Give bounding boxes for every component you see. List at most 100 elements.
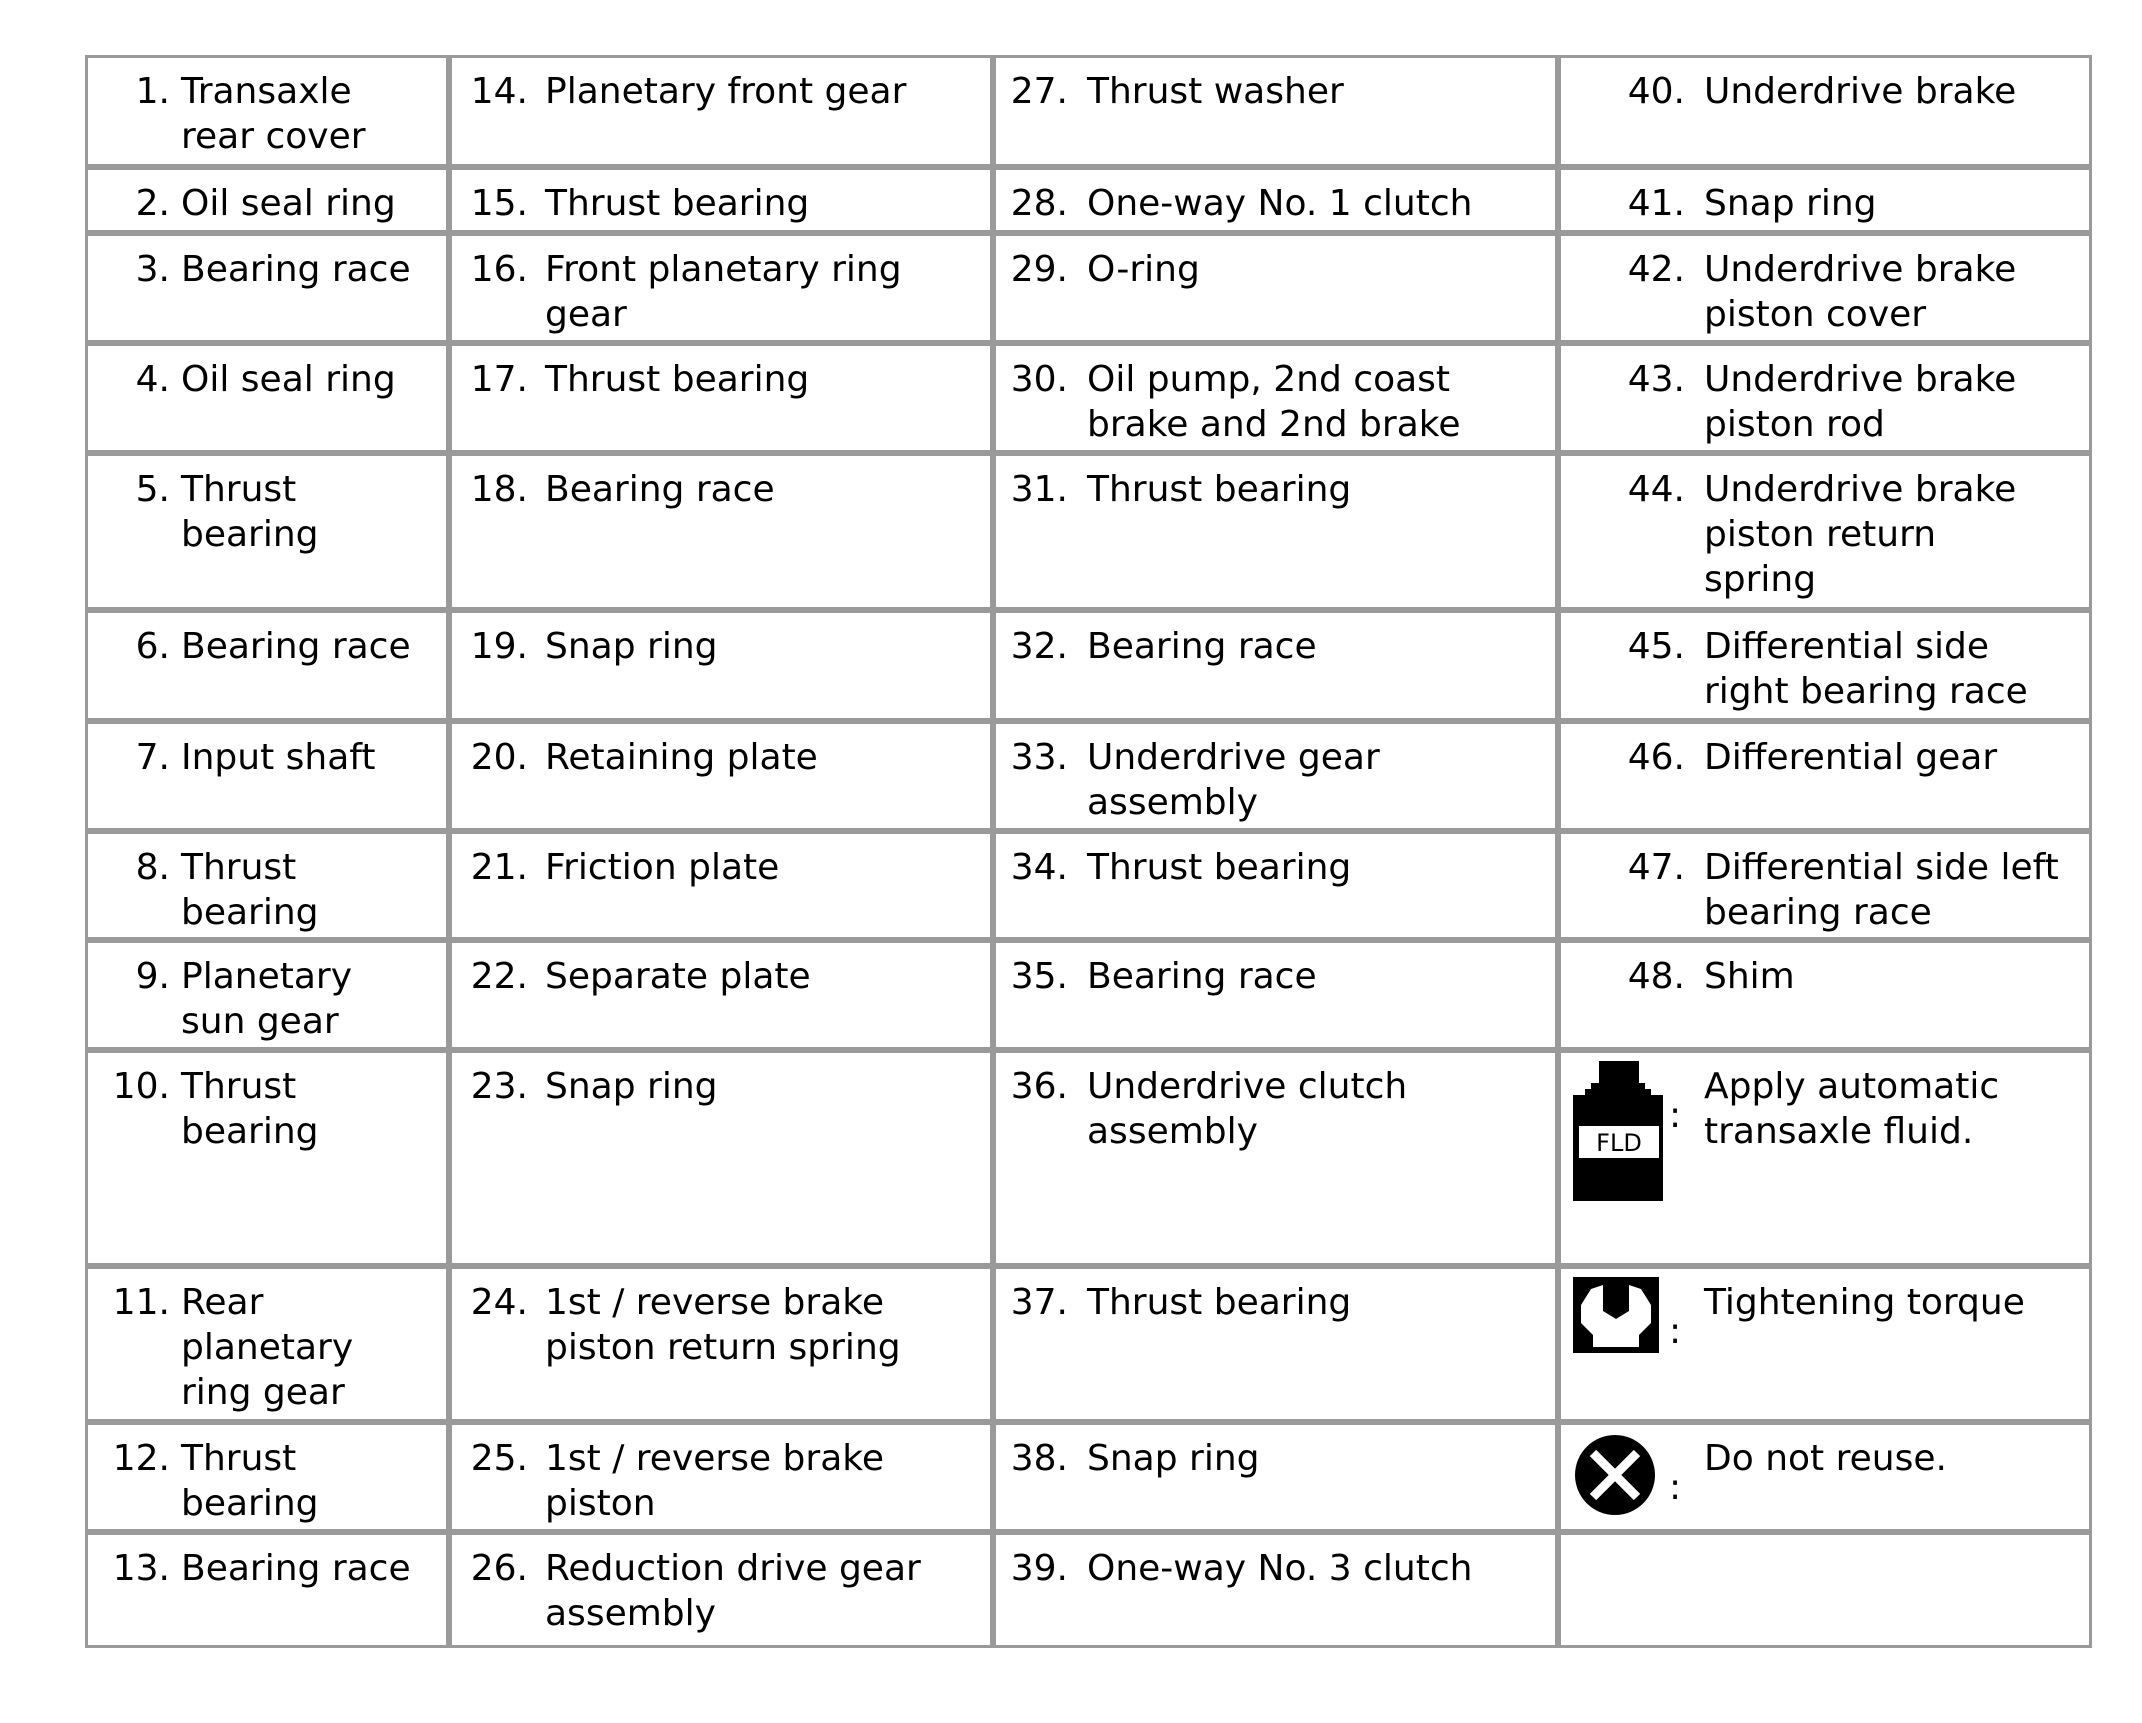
part-number: 33. bbox=[1010, 737, 1068, 778]
part-cell: 46. Differential gear bbox=[1561, 724, 2089, 828]
wrench-icon bbox=[1573, 1277, 1659, 1364]
part-number: 10. bbox=[112, 1066, 170, 1107]
part-name: Thrust bearing bbox=[545, 183, 810, 224]
part-cell: 19. Snap ring bbox=[452, 613, 990, 718]
part-cell: 9. Planetary sun gear bbox=[88, 943, 446, 1047]
part-number: 30. bbox=[1010, 359, 1068, 400]
part-number: 28. bbox=[1010, 183, 1068, 224]
legend-symbol-cell: : Do not reuse. bbox=[1561, 1425, 2089, 1529]
part-number: 44. bbox=[1627, 469, 1685, 510]
part-name: Differential side left bearing race bbox=[1704, 847, 2059, 933]
part-name: Shim bbox=[1704, 956, 1795, 997]
part-cell: 33. Underdrive gear assembly bbox=[996, 724, 1555, 828]
part-cell: 35. Bearing race bbox=[996, 943, 1555, 1047]
part-number: 21. bbox=[470, 847, 528, 888]
part-name: Bearing race bbox=[181, 626, 411, 667]
part-number: 45. bbox=[1627, 626, 1685, 667]
part-name: Separate plate bbox=[545, 956, 811, 997]
colon-separator: : bbox=[1669, 1311, 1682, 1352]
part-name: O-ring bbox=[1087, 249, 1200, 290]
part-number: 25. bbox=[470, 1438, 528, 1479]
part-name: Bearing race bbox=[181, 249, 411, 290]
part-cell: 28. One-way No. 1 clutch bbox=[996, 170, 1555, 230]
part-name: Thrust bearing bbox=[181, 1438, 319, 1524]
part-number: 14. bbox=[470, 71, 528, 112]
part-cell: 16. Front planetary ring gear bbox=[452, 236, 990, 340]
part-number: 6. bbox=[135, 626, 170, 667]
part-number: 26. bbox=[470, 1548, 528, 1589]
part-cell: 3. Bearing race bbox=[88, 236, 446, 340]
part-number: 12. bbox=[112, 1438, 170, 1479]
part-number: 1. bbox=[135, 71, 170, 112]
part-cell: 2. Oil seal ring bbox=[88, 170, 446, 230]
part-number: 13. bbox=[112, 1548, 170, 1589]
part-cell: 26. Reduction drive gear assembly bbox=[452, 1535, 990, 1645]
part-number: 38. bbox=[1010, 1438, 1068, 1479]
part-number: 42. bbox=[1627, 249, 1685, 290]
part-name: Underdrive brake bbox=[1704, 71, 2017, 112]
part-cell: 13. Bearing race bbox=[88, 1535, 446, 1645]
part-number: 7. bbox=[135, 737, 170, 778]
part-name: Reduction drive gear assembly bbox=[545, 1548, 921, 1634]
part-cell: 34. Thrust bearing bbox=[996, 834, 1555, 937]
part-number: 3. bbox=[135, 249, 170, 290]
part-cell: 32. Bearing race bbox=[996, 613, 1555, 718]
part-cell: 21. Friction plate bbox=[452, 834, 990, 937]
part-name: Differential gear bbox=[1704, 737, 1998, 778]
part-name: Snap ring bbox=[1704, 183, 1877, 224]
part-number: 34. bbox=[1010, 847, 1068, 888]
part-number: 18. bbox=[470, 469, 528, 510]
part-cell: 38. Snap ring bbox=[996, 1425, 1555, 1529]
part-number: 43. bbox=[1627, 359, 1685, 400]
part-number: 29. bbox=[1010, 249, 1068, 290]
part-number: 31. bbox=[1010, 469, 1068, 510]
part-cell: 44. Underdrive brake piston return spring bbox=[1561, 456, 2089, 607]
part-name: Bearing race bbox=[1087, 956, 1317, 997]
part-name: Underdrive brake piston rod bbox=[1704, 359, 2017, 445]
fluid-bottle-icon: FLD bbox=[1573, 1061, 1669, 1212]
part-number: 35. bbox=[1010, 956, 1068, 997]
part-number: 11. bbox=[112, 1282, 170, 1323]
part-cell: 6. Bearing race bbox=[88, 613, 446, 718]
legend-symbol-cell: : Tightening torque bbox=[1561, 1269, 2089, 1419]
part-name: Thrust bearing bbox=[181, 469, 319, 555]
part-cell: 14. Planetary front gear bbox=[452, 58, 990, 164]
part-cell: 18. Bearing race bbox=[452, 456, 990, 607]
part-name: Snap ring bbox=[545, 626, 718, 667]
part-name: Oil seal ring bbox=[181, 359, 396, 400]
part-name: Thrust bearing bbox=[1087, 1282, 1352, 1323]
symbol-description: Tightening torque bbox=[1704, 1282, 2025, 1323]
part-cell: 22. Separate plate bbox=[452, 943, 990, 1047]
part-name: Thrust bearing bbox=[545, 359, 810, 400]
part-name: Oil pump, 2nd coast brake and 2nd brake bbox=[1087, 359, 1461, 445]
part-name: Planetary front gear bbox=[545, 71, 907, 112]
part-name: Rear planetary ring gear bbox=[181, 1282, 354, 1413]
part-number: 24. bbox=[470, 1282, 528, 1323]
part-number: 9. bbox=[135, 956, 170, 997]
part-number: 2. bbox=[135, 183, 170, 224]
part-cell: 39. One-way No. 3 clutch bbox=[996, 1535, 1555, 1645]
part-name: Snap ring bbox=[1087, 1438, 1260, 1479]
parts-legend-table: 1. Transaxle rear cover 2. Oil seal ring 3. B… bbox=[85, 55, 2092, 1648]
part-number: 48. bbox=[1627, 956, 1685, 997]
part-number: 17. bbox=[470, 359, 528, 400]
part-cell: 48. Shim bbox=[1561, 943, 2089, 1047]
part-cell: 20. Retaining plate bbox=[452, 724, 990, 828]
part-cell: 5. Thrust bearing bbox=[88, 456, 446, 607]
part-name: Thrust bearing bbox=[1087, 847, 1352, 888]
colon-separator: : bbox=[1669, 1095, 1682, 1136]
part-number: 41. bbox=[1627, 183, 1685, 224]
part-number: 37. bbox=[1010, 1282, 1068, 1323]
symbol-description: Apply automatic transaxle fluid. bbox=[1704, 1066, 2000, 1152]
part-number: 47. bbox=[1627, 847, 1685, 888]
part-name: Thrust bearing bbox=[1087, 469, 1352, 510]
part-number: 5. bbox=[135, 469, 170, 510]
part-cell: 17. Thrust bearing bbox=[452, 346, 990, 450]
part-name: Thrust washer bbox=[1087, 71, 1344, 112]
part-cell: 24. 1st / reverse brake piston return spr… bbox=[452, 1269, 990, 1419]
part-name: Bearing race bbox=[545, 469, 775, 510]
part-name: Front planetary ring gear bbox=[545, 249, 902, 335]
part-name: 1st / reverse brake piston bbox=[545, 1438, 884, 1524]
part-name: 1st / reverse brake piston return spring bbox=[545, 1282, 901, 1368]
colon-separator: : bbox=[1669, 1467, 1682, 1508]
